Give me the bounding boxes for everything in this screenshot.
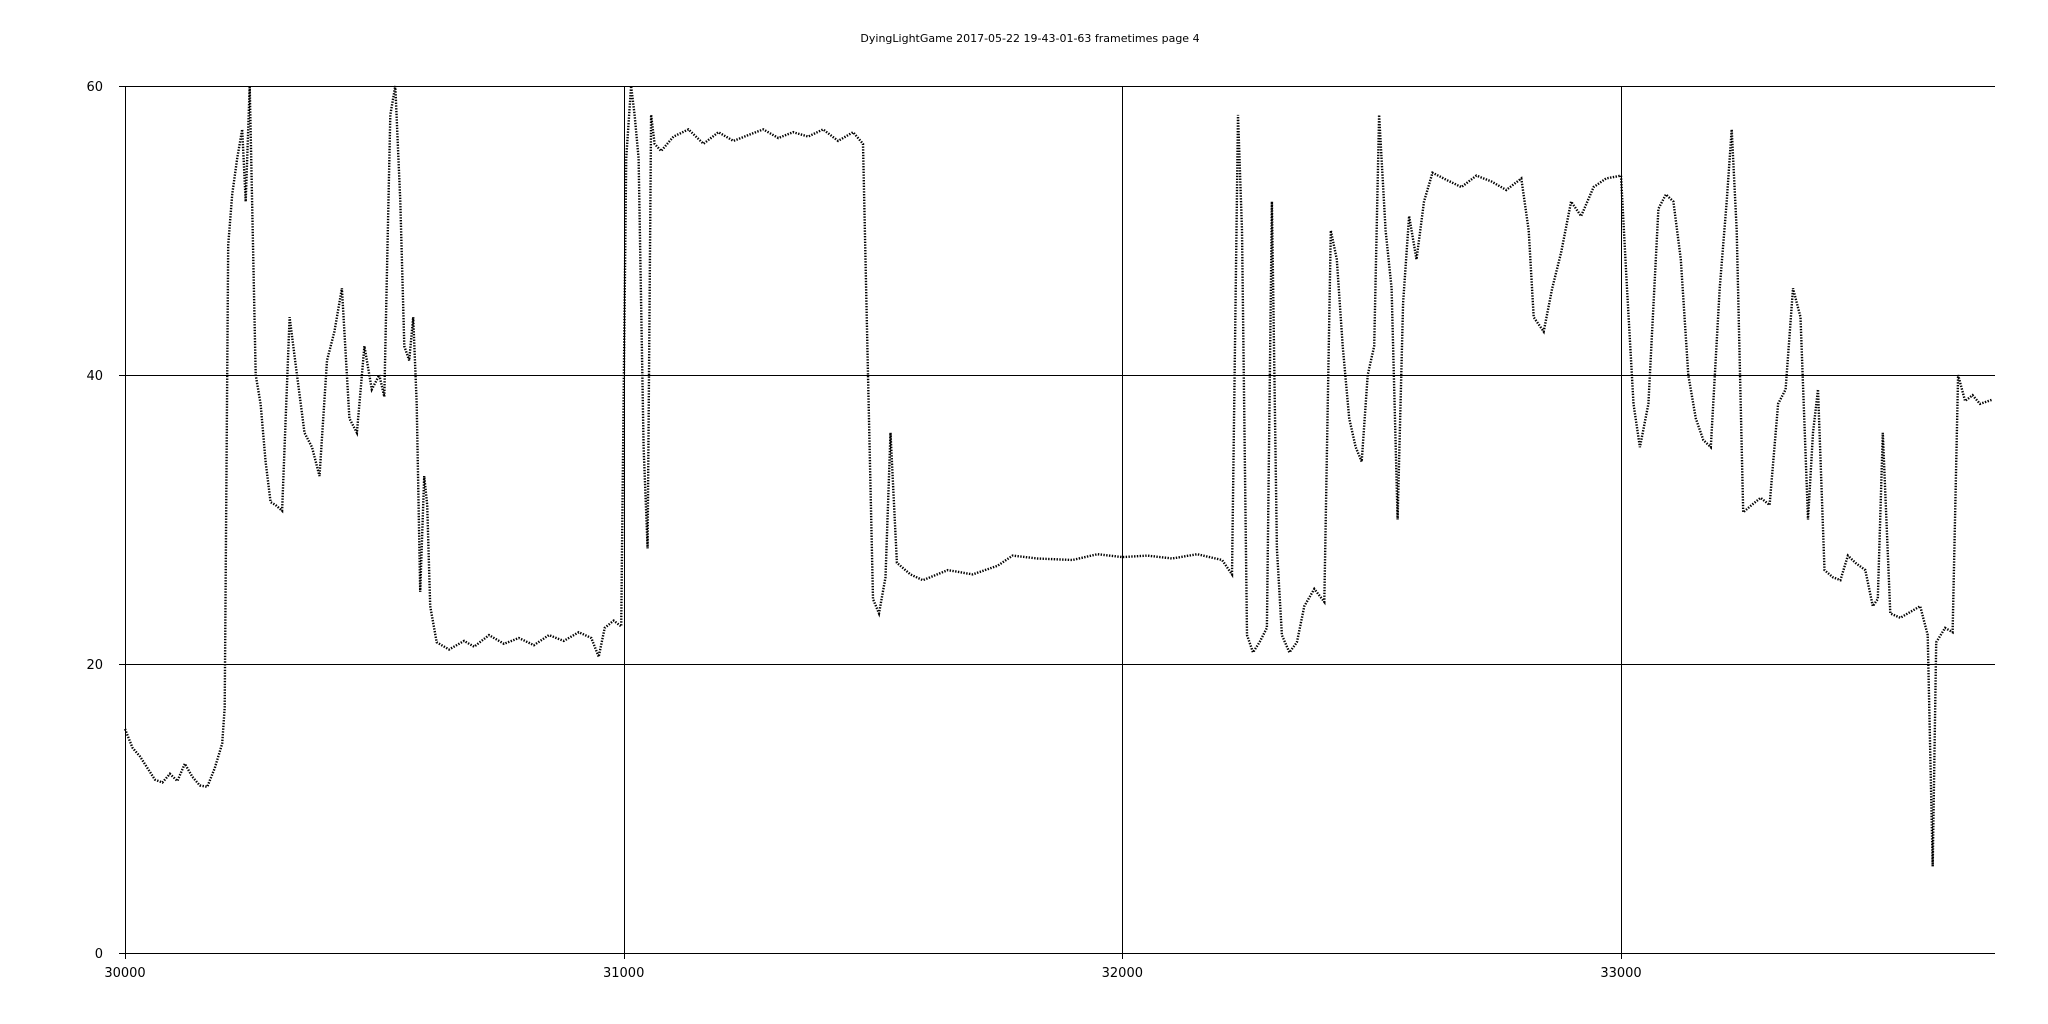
tick-labels: 0 20 40 60 30000 31000 32000 33000: [86, 80, 1641, 981]
frametime-series-line: [123, 85, 1993, 867]
x-tick-label: 31000: [603, 966, 644, 981]
gridlines: [119, 86, 1995, 959]
y-tick-label: 20: [86, 658, 103, 673]
y-tick-label: 60: [86, 80, 103, 95]
x-tick-label: 33000: [1600, 966, 1641, 981]
y-tick-label: 40: [86, 369, 103, 384]
series-layer: [123, 85, 1993, 867]
axes: [125, 86, 1995, 954]
y-tick-label: 0: [95, 947, 103, 962]
x-tick-label: 32000: [1102, 966, 1143, 981]
chart-title: DyingLightGame 2017-05-22 19-43-01-63 fr…: [860, 32, 1199, 45]
x-tick-label: 30000: [104, 966, 145, 981]
